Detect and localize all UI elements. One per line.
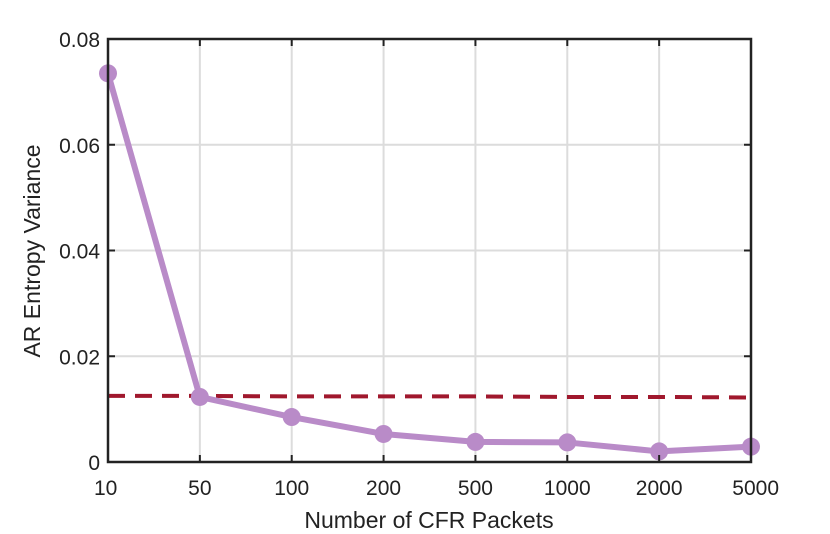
y-tick-labels: 0 0.02 0.04 0.06 0.08 xyxy=(59,29,100,475)
y-tick-label: 0.04 xyxy=(59,241,100,264)
x-tick-label: 1000 xyxy=(544,477,591,500)
y-axis-title: AR Entropy Variance xyxy=(19,144,45,357)
x-tick-label: 500 xyxy=(458,477,493,500)
x-tick-label: 5000 xyxy=(732,477,779,500)
y-tick-label: 0.02 xyxy=(59,346,100,369)
data-point xyxy=(374,424,393,443)
series-line xyxy=(105,70,754,455)
y-tick-label: 0.06 xyxy=(59,135,100,158)
x-axis-title: Number of CFR Packets xyxy=(304,507,553,533)
data-point xyxy=(466,432,485,451)
grid xyxy=(108,39,751,462)
x-tick-label: 2000 xyxy=(636,477,683,500)
y-tick-label: 0 xyxy=(88,452,100,475)
y-tick-label: 0.08 xyxy=(59,29,100,52)
data-point xyxy=(650,442,669,461)
series-0 xyxy=(99,64,760,461)
x-tick-label: 50 xyxy=(188,477,211,500)
data-point xyxy=(190,387,209,406)
x-tick-label: 200 xyxy=(366,477,401,500)
x-tick-label: 10 xyxy=(94,477,117,500)
data-point xyxy=(282,408,301,427)
axis-ticks xyxy=(107,38,752,463)
series-layer xyxy=(99,64,760,461)
data-point xyxy=(558,433,577,452)
x-tick-label: 100 xyxy=(274,477,309,500)
x-tick-labels: 10 50 100 200 500 1000 2000 5000 xyxy=(94,477,779,500)
